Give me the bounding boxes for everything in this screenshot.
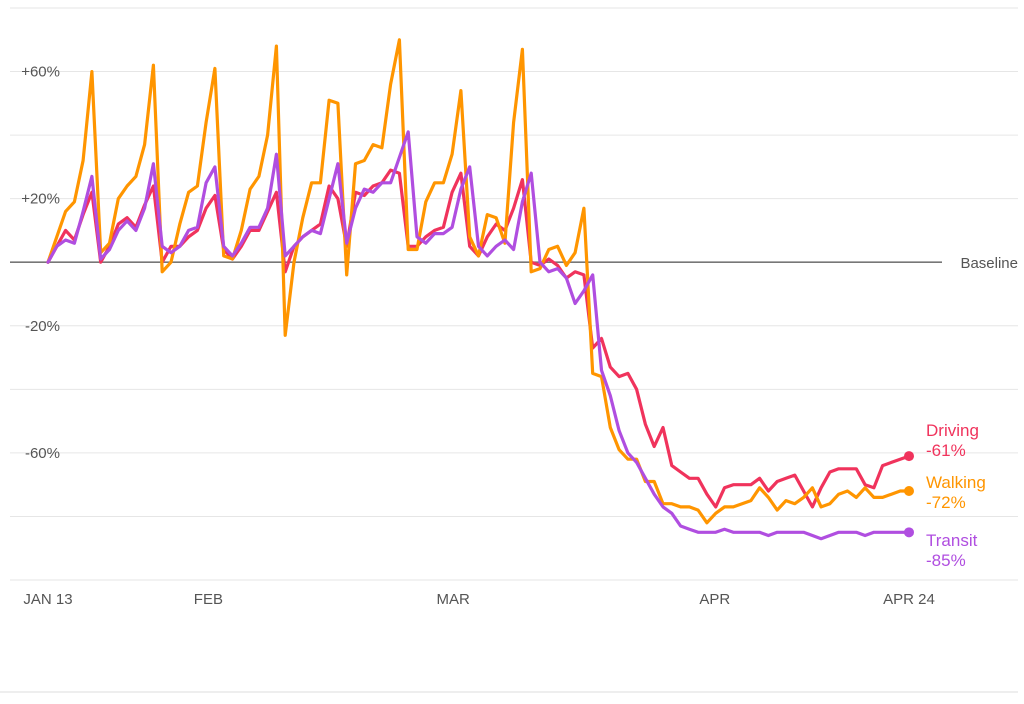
x-tick-label: APR 24 bbox=[883, 591, 935, 608]
series-line-walking bbox=[46, 38, 911, 525]
x-tick-label: APR bbox=[699, 591, 730, 608]
x-tick-labels: JAN 13 FEB MAR APR APR 24 bbox=[23, 591, 934, 608]
series-layer bbox=[46, 38, 914, 541]
series-end-point-walking bbox=[904, 486, 914, 497]
end-labels: Driving-61% Walking-72% Transit-85% bbox=[926, 421, 986, 570]
series-end-point-driving bbox=[904, 451, 914, 462]
series-name-label: Transit bbox=[926, 531, 978, 550]
series-value-label: -85% bbox=[926, 551, 966, 570]
series-name-label: Driving bbox=[926, 421, 979, 440]
series-end-point-transit bbox=[904, 527, 914, 538]
baseline: Baseline bbox=[10, 255, 1018, 272]
series-line-transit bbox=[46, 130, 911, 541]
y-tick-label: +60% bbox=[21, 64, 60, 81]
y-tick-labels: +60% +20% -20% -60% bbox=[21, 64, 60, 462]
baseline-label: Baseline bbox=[960, 255, 1018, 272]
series-line-driving bbox=[46, 168, 911, 509]
y-tick-label: +20% bbox=[21, 191, 60, 208]
x-tick-label: MAR bbox=[437, 591, 471, 608]
x-tick-label: JAN 13 bbox=[23, 591, 72, 608]
series-name-label: Walking bbox=[926, 473, 986, 492]
series-value-label: -61% bbox=[926, 441, 966, 460]
y-tick-label: -60% bbox=[25, 445, 60, 462]
x-tick-label: FEB bbox=[194, 591, 223, 608]
y-tick-label: -20% bbox=[25, 318, 60, 335]
grid-layer bbox=[10, 7, 1018, 581]
series-value-label: -72% bbox=[926, 493, 966, 512]
